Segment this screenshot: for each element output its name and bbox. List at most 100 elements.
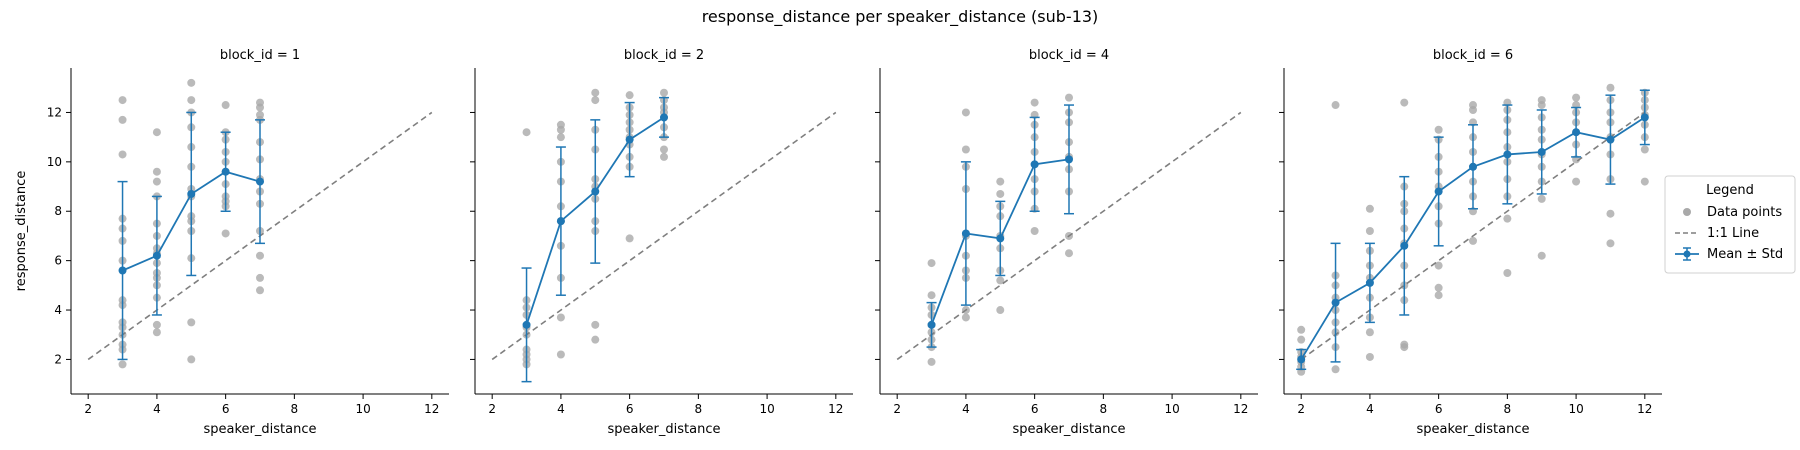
x-tick-label: 12	[424, 402, 439, 416]
x-tick-label: 6	[1031, 402, 1039, 416]
data-point	[1469, 101, 1477, 110]
mean-point	[961, 229, 970, 238]
data-point	[591, 335, 600, 344]
x-tick-label: 10	[1164, 402, 1179, 416]
data-point	[152, 320, 161, 329]
data-point	[152, 128, 161, 137]
x-tick-label: 8	[291, 402, 299, 416]
panels: block_id = 1 2 4 6 8 10 12 2 4 6 8 10 12 speaker_dist…	[14, 48, 1662, 437]
data-point	[1365, 204, 1374, 213]
x-tick-label: 10	[1568, 402, 1583, 416]
panel-title: block_id = 4	[1029, 48, 1109, 63]
data-point	[152, 177, 161, 186]
data-point	[1606, 83, 1615, 92]
data-point	[1503, 214, 1512, 223]
data-point	[556, 120, 565, 129]
data-point	[118, 115, 127, 124]
data-point	[660, 152, 668, 161]
legend-frame	[1664, 175, 1796, 274]
identity-line	[491, 111, 837, 361]
legend-label: Mean ± Std	[1707, 247, 1783, 262]
mean-point	[591, 187, 600, 196]
x-tick-label: 12	[1637, 402, 1652, 416]
data-point	[1537, 194, 1546, 203]
mean-point	[187, 189, 196, 198]
mean-point	[256, 177, 264, 186]
data-point	[591, 88, 600, 97]
data-point	[221, 229, 230, 238]
data-point	[961, 313, 970, 322]
x-tick-label: 10	[759, 402, 774, 416]
data-point	[118, 360, 127, 369]
x-tick-label: 4	[1366, 402, 1374, 416]
mean-point	[660, 113, 668, 122]
y-axis-label: response_distance	[14, 171, 29, 292]
legend-label: Data points	[1707, 205, 1782, 220]
mean-point	[556, 217, 565, 226]
mean-point	[1606, 135, 1615, 144]
data-point	[118, 150, 127, 159]
data-point	[1365, 227, 1374, 235]
x-tick-label: 8	[1100, 402, 1108, 416]
mean-point	[1065, 155, 1073, 164]
data-point	[1469, 236, 1477, 245]
mean-point	[1434, 187, 1443, 196]
y-tick-label: 10	[47, 155, 62, 169]
data-point	[591, 320, 600, 329]
data-point	[927, 291, 936, 300]
data-point	[1065, 249, 1073, 258]
mean-point	[221, 167, 230, 176]
x-tick-label: 2	[488, 402, 496, 416]
mean-point	[1365, 278, 1374, 287]
data-point	[1434, 291, 1443, 300]
panel-block-2: block_id = 2 2 4 6 8 10 12 speaker_distance	[470, 48, 853, 437]
data-point	[996, 306, 1005, 315]
data-point	[1606, 239, 1615, 248]
legend-title: Legend	[1706, 183, 1754, 198]
x-tick-label: 8	[695, 402, 703, 416]
data-point	[556, 133, 565, 142]
data-point	[625, 91, 634, 100]
mean-point	[1537, 147, 1546, 156]
identity-line	[1300, 111, 1646, 361]
x-tick-label: 4	[153, 402, 161, 416]
x-tick-label: 2	[84, 402, 92, 416]
mean-point	[1331, 298, 1340, 307]
data-point	[1434, 261, 1443, 270]
data-point	[927, 357, 936, 366]
panel-title: block_id = 1	[220, 48, 300, 63]
x-tick-label: 12	[828, 402, 843, 416]
mean-point	[522, 320, 531, 329]
mean-point	[1503, 150, 1512, 159]
y-tick-label: 4	[54, 303, 62, 317]
x-tick-label: 6	[1435, 402, 1443, 416]
x-tick-label: 8	[1504, 402, 1512, 416]
data-point	[556, 313, 565, 322]
data-point	[1030, 98, 1039, 107]
legend-entry-identity: 1:1 Line	[1675, 226, 1759, 241]
data-point	[996, 276, 1005, 285]
data-point	[1400, 98, 1409, 107]
x-tick-label: 4	[962, 402, 970, 416]
data-point	[660, 88, 668, 97]
legend-entry-mean: Mean ± Std	[1675, 247, 1783, 262]
x-axis-label: speaker_distance	[204, 422, 317, 437]
data-point	[1640, 145, 1649, 154]
data-point	[187, 355, 196, 364]
legend-label: 1:1 Line	[1707, 226, 1759, 241]
mean-point	[927, 320, 936, 329]
data-point	[996, 189, 1005, 198]
mean-point	[1469, 162, 1477, 171]
y-tick-label: 12	[47, 105, 62, 119]
data-point	[152, 328, 161, 337]
x-tick-label: 4	[557, 402, 565, 416]
data-point	[1297, 325, 1306, 334]
data-point	[256, 273, 264, 282]
data-point	[1537, 251, 1546, 260]
data-point	[1434, 283, 1443, 292]
x-tick-label: 10	[355, 402, 370, 416]
data-point	[1640, 177, 1649, 186]
y-tick-label: 8	[54, 204, 62, 218]
data-point	[1537, 96, 1546, 105]
